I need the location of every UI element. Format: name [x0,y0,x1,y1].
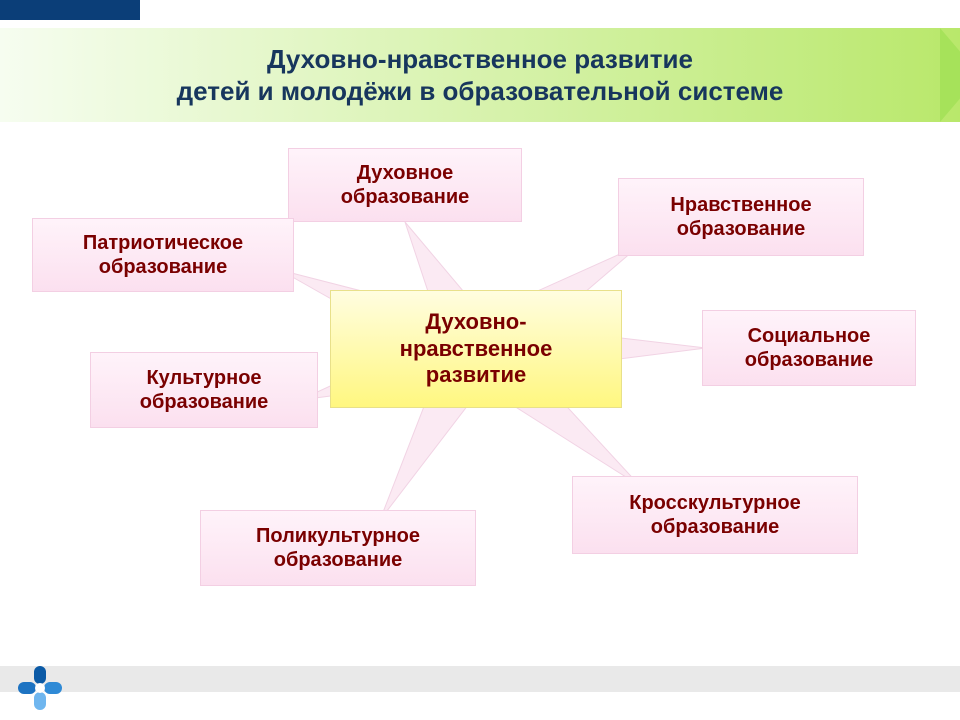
node-cultural: Культурноеобразование [90,352,318,428]
center-node-label: Духовно-нравственноеразвитие [400,309,553,388]
node-label: Духовноеобразование [341,161,469,209]
node-social: Социальноеобразование [702,310,916,386]
node-multicultural: Поликультурноеобразование [200,510,476,586]
diagram-canvas: Духовно-нравственноеразвитие Духовноеобр… [0,0,960,720]
center-node: Духовно-нравственноеразвитие [330,290,622,408]
node-label: Поликультурноеобразование [256,524,420,572]
node-moral: Нравственноеобразование [618,178,864,256]
node-spiritual: Духовноеобразование [288,148,522,222]
brand-logo-icon [14,662,66,714]
node-label: Нравственноеобразование [670,193,811,241]
node-patriotic: Патриотическоеобразование [32,218,294,292]
node-label: Культурноеобразование [140,366,268,414]
node-label: Социальноеобразование [745,324,873,372]
node-label: Патриотическоеобразование [83,231,243,279]
node-label: Кросскультурноеобразование [629,491,801,539]
node-crosscultural: Кросскультурноеобразование [572,476,858,554]
